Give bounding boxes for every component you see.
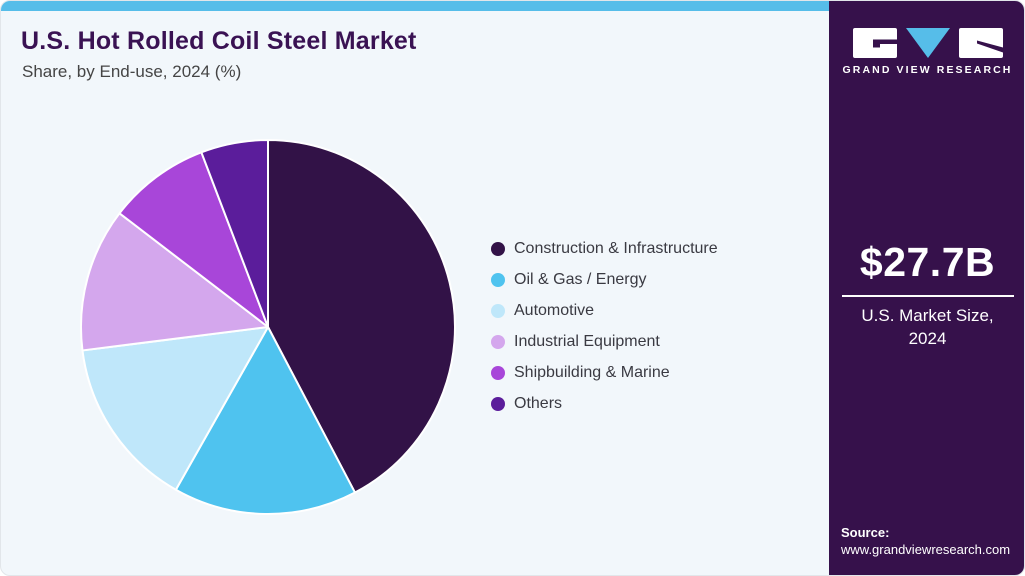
legend-dot-icon (491, 303, 505, 318)
legend-label: Construction & Infrastructure (514, 239, 718, 257)
legend-item: Oil & Gas / Energy (491, 269, 718, 290)
source-block: Source: www.grandviewresearch.com (841, 525, 1010, 557)
top-accent-bar (1, 1, 829, 11)
market-size-label-line2: 2024 (908, 328, 947, 348)
legend-label: Others (514, 394, 563, 412)
legend-item: Shipbuilding & Marine (491, 362, 718, 383)
page-subtitle: Share, by End-use, 2024 (%) (22, 62, 242, 81)
market-size-label-line1: U.S. Market Size, (861, 306, 994, 325)
legend-dot-icon (491, 396, 505, 411)
legend-dot-icon (491, 365, 505, 380)
pie-slice-2 (174, 326, 356, 515)
source-url[interactable]: www.grandviewresearch.com (841, 542, 1011, 557)
gvr-logo: GRAND VIEW RESEARCH (829, 27, 1024, 76)
market-size-callout: $27.7B U.S. Market Size, 2024 (829, 239, 1024, 351)
legend-item: Others (491, 393, 718, 414)
legend: Construction & Infrastructure Oil & Gas … (491, 238, 718, 414)
legend-item: Construction & Infrastructure (491, 238, 718, 259)
legend-label: Automotive (514, 301, 595, 319)
market-size-label: U.S. Market Size, 2024 (829, 305, 1024, 351)
pie-slice-6 (200, 139, 269, 328)
legend-label: Oil & Gas / Energy (514, 270, 647, 288)
pie-chart (58, 117, 478, 537)
pie-slice-5 (118, 151, 269, 328)
legend-item: Automotive (491, 300, 718, 321)
legend-dot-icon (491, 272, 505, 287)
source-label: Source: (841, 525, 890, 540)
chart-panel: U.S. Hot Rolled Coil Steel Market Share,… (1, 1, 829, 575)
legend-label: Industrial Equipment (514, 332, 660, 350)
pie-chart-svg (79, 139, 456, 515)
market-size-value: $27.7B (859, 239, 996, 285)
page-title: U.S. Hot Rolled Coil Steel Market (21, 27, 417, 55)
legend-label: Shipbuilding & Marine (514, 363, 670, 381)
divider (841, 295, 1014, 297)
legend-dot-icon (491, 241, 505, 256)
pie-slice-4 (79, 212, 269, 352)
pie-slice-1 (267, 139, 456, 494)
legend-item: Industrial Equipment (491, 331, 718, 352)
logo-wordmark: GRAND VIEW RESEARCH (842, 64, 1013, 76)
pie-slice-3 (81, 326, 269, 491)
sidebar: GRAND VIEW RESEARCH $27.7B U.S. Market S… (829, 1, 1024, 575)
gvr-logo-icon (852, 28, 1003, 58)
legend-dot-icon (491, 334, 505, 349)
